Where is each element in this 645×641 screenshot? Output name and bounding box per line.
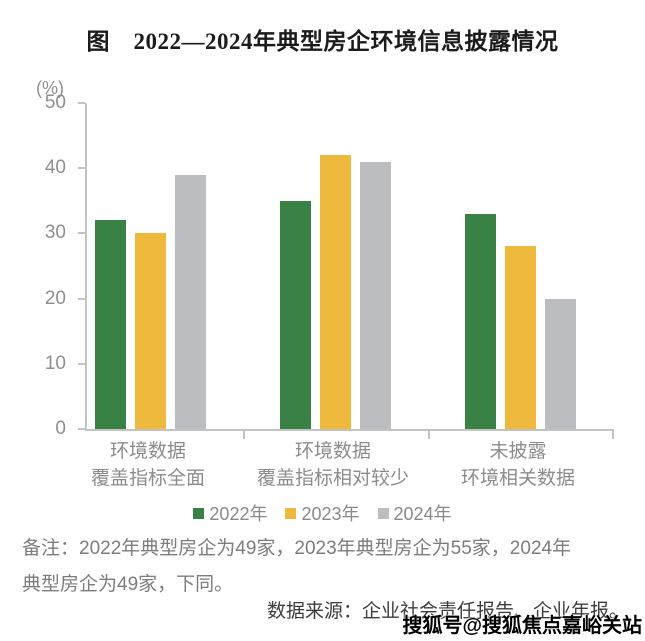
- x-tick-mark: [242, 431, 245, 439]
- bar-2024年-cat1: [174, 174, 206, 429]
- legend-swatch-icon: [193, 507, 205, 519]
- category-label-line: 环境数据: [109, 441, 186, 462]
- category-label: 环境数据覆盖指标全面: [53, 438, 243, 492]
- ytick-label: 30: [44, 222, 66, 244]
- bar-2023年-cat2: [319, 155, 351, 429]
- ytick-label: 40: [44, 157, 66, 179]
- bar-2022年-cat3: [464, 213, 496, 429]
- category-label-line: 未披露: [489, 441, 547, 462]
- legend-label: 2024年: [393, 504, 452, 524]
- legend-swatch-icon: [377, 507, 389, 519]
- category-label-line: 覆盖指标相对较少: [256, 468, 409, 489]
- ytick-label: 0: [55, 418, 66, 439]
- watermark-text: 搜狐号@搜狐焦点嘉峪关站: [402, 615, 642, 637]
- legend-item: 2023年: [285, 500, 360, 526]
- category-label: 环境数据覆盖指标相对较少: [238, 438, 428, 492]
- y-tick-mark: [78, 428, 85, 430]
- x-tick-mark: [612, 431, 614, 439]
- y-tick-mark: [78, 297, 85, 300]
- bar-2023年-cat3: [504, 246, 536, 429]
- category-label-line: 环境相关数据: [460, 468, 575, 489]
- x-tick-mark: [427, 431, 430, 439]
- legend-label: 2023年: [301, 504, 360, 524]
- bar-chart-plot-area: [78, 102, 614, 439]
- chart-legend: 2022年 2023年 2024年: [0, 500, 645, 526]
- y-tick-mark: [78, 102, 85, 104]
- y-tick-mark: [78, 167, 85, 170]
- x-axis-category-labels: 环境数据 覆盖指标全面 环境数据 覆盖指标相对较少 未披露 环境相关数据: [85, 438, 612, 500]
- legend-item: 2022年: [193, 500, 267, 526]
- data-source-text: 数据来源：企业社会责任报告、企业年报。: [266, 601, 628, 622]
- bar-2022年-cat2: [279, 200, 311, 429]
- y-tick-mark: [78, 362, 85, 365]
- ytick-label: 10: [44, 352, 66, 374]
- legend-item: 2024年: [377, 500, 452, 526]
- ytick-label: 20: [44, 287, 66, 309]
- category-label-line: 覆盖指标全面: [90, 468, 205, 489]
- bar-2022年-cat1: [94, 220, 126, 429]
- chart-title: 图 2022—2024年典型房企环境信息披露情况: [86, 29, 559, 54]
- note-text: 备注：2022年典型房企为49家，2023年典型房企为55家，2024年典型房企…: [22, 538, 572, 595]
- category-label-line: 环境数据: [294, 441, 371, 462]
- y-axis-tick-labels: 0 10 20 30 40 50: [20, 92, 70, 439]
- y-tick-mark: [78, 232, 85, 235]
- y-axis-unit-label: (%): [36, 78, 64, 98]
- bar-2023年-cat1: [134, 233, 166, 429]
- ytick-label: 50: [44, 92, 66, 113]
- bar-2024年-cat2: [359, 161, 391, 429]
- bar-2024年-cat3: [544, 298, 576, 429]
- legend-label: 2022年: [209, 504, 268, 524]
- legend-swatch-icon: [285, 507, 297, 519]
- category-label: 未披露 环境相关数据: [423, 438, 613, 492]
